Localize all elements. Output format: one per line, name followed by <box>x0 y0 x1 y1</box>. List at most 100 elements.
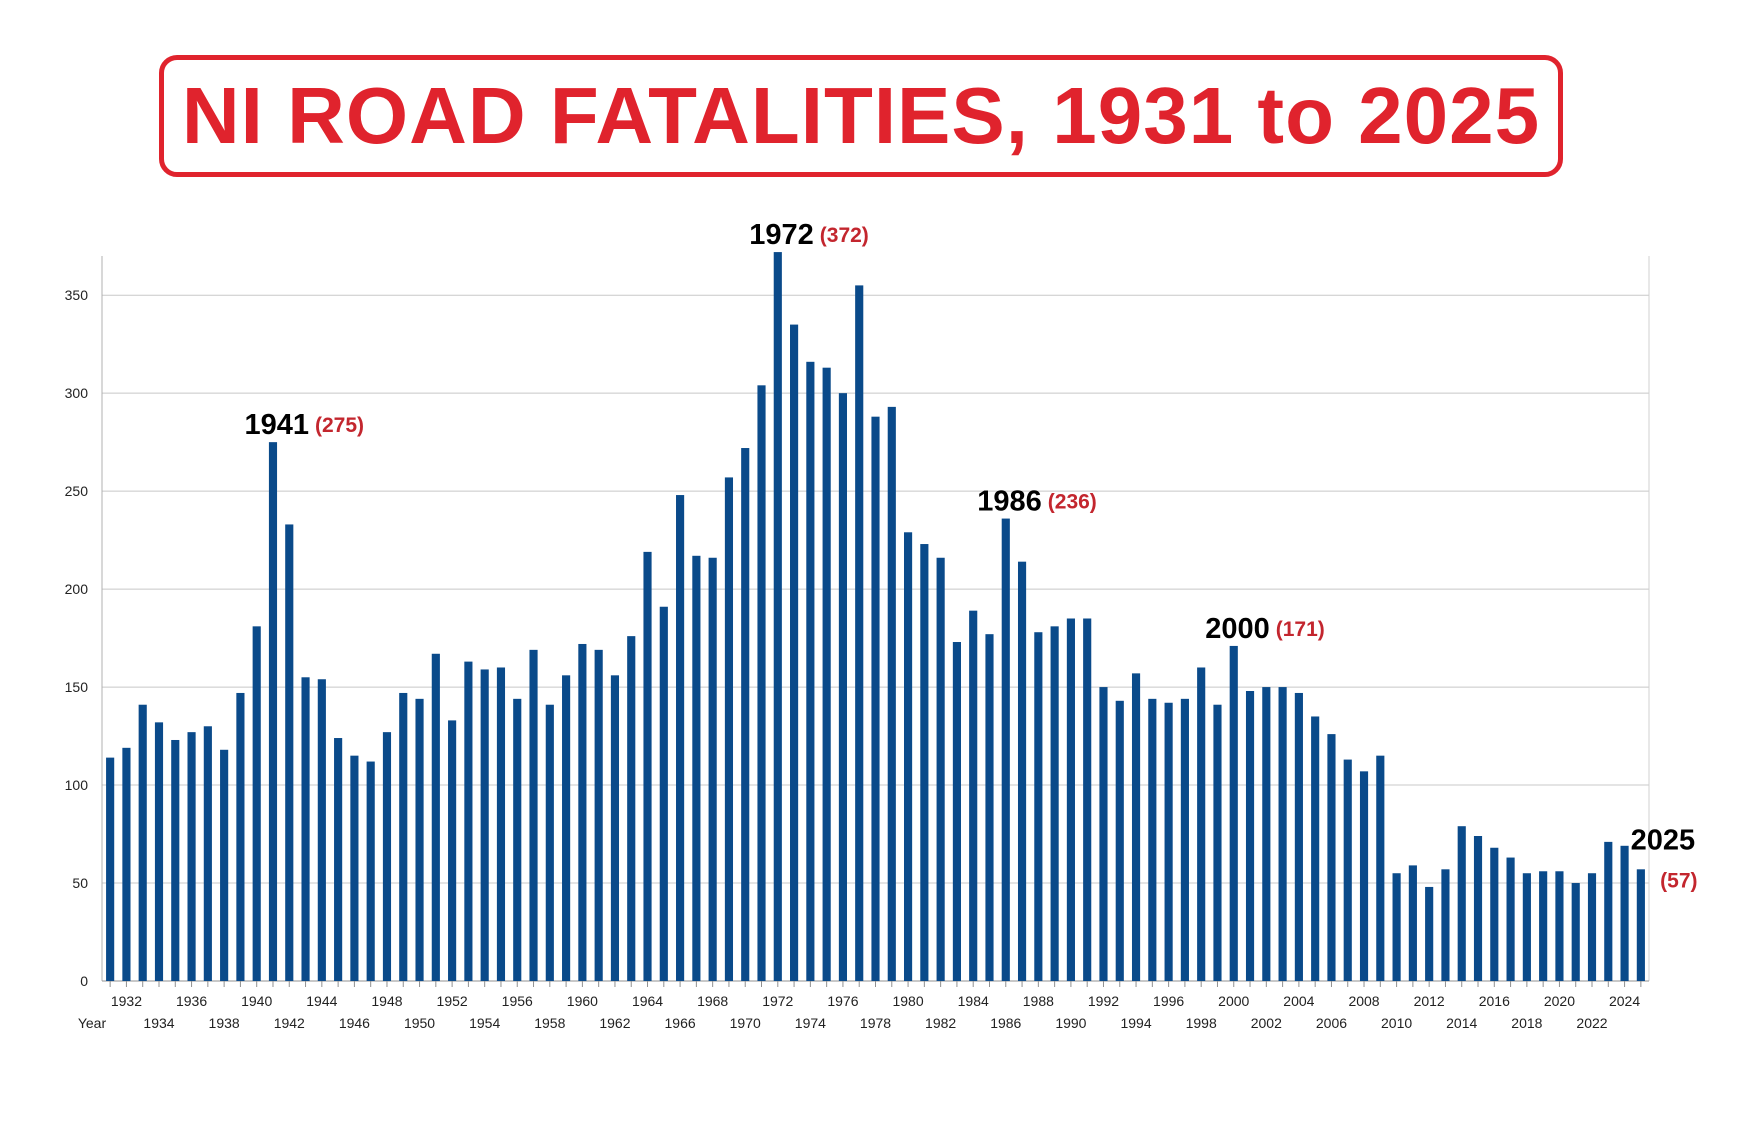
bar <box>399 692 408 981</box>
bar <box>1131 673 1141 981</box>
x-tick-label: 1972 <box>762 993 793 1009</box>
bar <box>529 649 538 981</box>
bar <box>1555 871 1564 981</box>
bar <box>610 675 620 981</box>
x-tick-label: 1944 <box>306 993 337 1009</box>
bar <box>334 738 343 981</box>
x-tick-label: 2018 <box>1511 1015 1542 1031</box>
bar <box>1034 632 1043 981</box>
bar <box>203 726 212 981</box>
bar <box>1001 518 1010 981</box>
bar <box>903 532 913 981</box>
bar <box>480 669 489 981</box>
x-tick-label: 1998 <box>1186 1015 1217 1031</box>
bar <box>513 698 522 981</box>
bar <box>1457 826 1466 981</box>
x-tick-label: 1984 <box>958 993 989 1009</box>
x-tick-label: 1966 <box>665 1015 696 1031</box>
bar <box>969 610 978 981</box>
annotation-year: 1941 <box>244 409 309 441</box>
annotation-value: (57) <box>1660 869 1697 892</box>
annotation-year: 1972 <box>749 219 814 251</box>
x-tick-label: 2004 <box>1283 993 1314 1009</box>
bar <box>1636 869 1645 981</box>
x-tick-label: 1948 <box>371 993 402 1009</box>
bar <box>464 661 473 981</box>
annotation-value: (171) <box>1276 618 1325 641</box>
bar <box>154 722 164 981</box>
bar <box>545 704 554 981</box>
x-tick-label: 2010 <box>1381 1015 1412 1031</box>
x-tick-label: 2024 <box>1609 993 1640 1009</box>
bar <box>1539 871 1548 981</box>
bar <box>187 732 196 981</box>
bar <box>1311 716 1320 981</box>
bar <box>1392 873 1401 981</box>
x-tick-label: 2014 <box>1446 1015 1477 1031</box>
y-tick-label: 150 <box>65 679 89 695</box>
y-tick-label: 300 <box>65 385 89 401</box>
y-tick-label: 200 <box>65 581 89 597</box>
bar <box>1408 865 1417 981</box>
bar <box>236 692 245 981</box>
bar <box>936 557 945 981</box>
bar <box>496 667 506 981</box>
x-tick-label: 1994 <box>1120 1015 1151 1031</box>
bar <box>171 739 180 981</box>
bar <box>1587 873 1597 981</box>
x-tick-label: 1954 <box>469 1015 500 1031</box>
bar <box>1604 841 1613 981</box>
y-tick-label: 50 <box>72 875 88 891</box>
annotation-value: (236) <box>1048 491 1097 514</box>
bar <box>138 704 147 981</box>
bar <box>1327 734 1336 981</box>
bar <box>1571 883 1580 981</box>
bar <box>1213 704 1222 981</box>
bar <box>1278 687 1287 981</box>
x-tick-label: 1968 <box>697 993 728 1009</box>
bar <box>952 642 961 981</box>
bar <box>1376 755 1385 981</box>
x-tick-label: 1936 <box>176 993 207 1009</box>
bar <box>594 649 603 981</box>
bar <box>301 677 310 981</box>
x-tick-label: 1996 <box>1153 993 1184 1009</box>
annotation-year: 2025 <box>1631 824 1696 856</box>
bar <box>1620 845 1629 981</box>
y-tick-label: 350 <box>65 287 89 303</box>
bar <box>887 406 896 981</box>
annotation-value: (372) <box>820 224 869 247</box>
bar <box>1245 691 1255 981</box>
x-tick-label: 1934 <box>143 1015 174 1031</box>
bar <box>806 361 815 982</box>
bar <box>1197 667 1206 981</box>
x-tick-label: 2012 <box>1414 993 1445 1009</box>
bar <box>1229 645 1238 981</box>
x-tick-label: 2008 <box>1348 993 1379 1009</box>
bar <box>692 555 701 981</box>
bar <box>1066 618 1075 981</box>
bar <box>1425 886 1434 981</box>
bar <box>1099 687 1108 981</box>
bar <box>1506 857 1515 981</box>
bar <box>871 416 880 982</box>
bar <box>920 544 929 981</box>
bar <box>1343 759 1352 981</box>
x-tick-label: 1946 <box>339 1015 370 1031</box>
bar <box>643 551 652 981</box>
bar <box>448 720 457 981</box>
bar <box>317 679 326 981</box>
x-tick-label: 2000 <box>1218 993 1249 1009</box>
bar <box>1294 692 1303 981</box>
x-tick-label: 1962 <box>599 1015 630 1031</box>
x-tick-label: 1942 <box>274 1015 305 1031</box>
bar <box>790 324 799 982</box>
bar <box>268 442 278 981</box>
bar <box>578 643 587 981</box>
x-tick-label: 2020 <box>1544 993 1575 1009</box>
x-tick-label: 1980 <box>892 993 923 1009</box>
x-axis-label: Year <box>78 1015 107 1031</box>
x-tick-label: 1988 <box>1023 993 1054 1009</box>
x-tick-label: 1970 <box>730 1015 761 1031</box>
x-tick-label: 1964 <box>632 993 663 1009</box>
